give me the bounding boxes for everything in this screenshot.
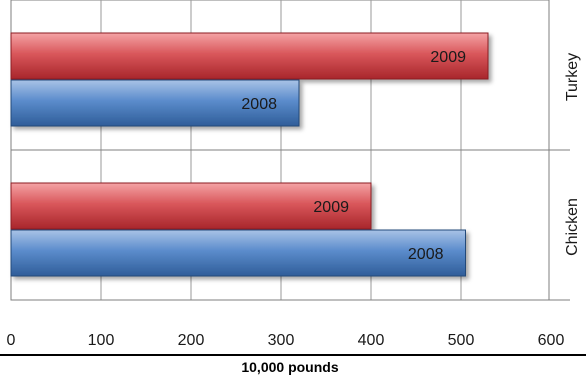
x-tick-label-600: 600 — [538, 332, 565, 349]
bar-label-chicken-2009: 2009 — [313, 199, 349, 216]
x-tick-label-100: 100 — [88, 332, 115, 349]
bar-chicken-2008 — [10, 229, 466, 277]
bar-turkey-2008 — [10, 79, 300, 127]
x-tick-label-400: 400 — [358, 332, 385, 349]
x-tick-label-300: 300 — [268, 332, 295, 349]
category-dividers — [11, 149, 570, 301]
x-tick-labels: 0 100 200 300 400 500 600 — [7, 332, 565, 349]
x-axis-title: 10,000 pounds — [241, 359, 338, 375]
x-tick-label-200: 200 — [178, 332, 205, 349]
category-label-turkey: Turkey — [564, 53, 581, 101]
x-tick-label-500: 500 — [448, 332, 475, 349]
bar-chicken-2009 — [10, 182, 372, 230]
bar-turkey-2009 — [10, 32, 489, 80]
bar-label-turkey-2009: 2009 — [430, 49, 466, 66]
bars — [10, 32, 489, 277]
category-labels: Turkey Chicken — [564, 53, 581, 256]
bar-labels: 2009 2008 2009 2008 — [241, 49, 466, 263]
x-tick-label-0: 0 — [7, 332, 16, 349]
bar-label-chicken-2008: 2008 — [408, 246, 444, 263]
bar-label-turkey-2008: 2008 — [241, 96, 277, 113]
category-label-chicken: Chicken — [564, 198, 581, 256]
